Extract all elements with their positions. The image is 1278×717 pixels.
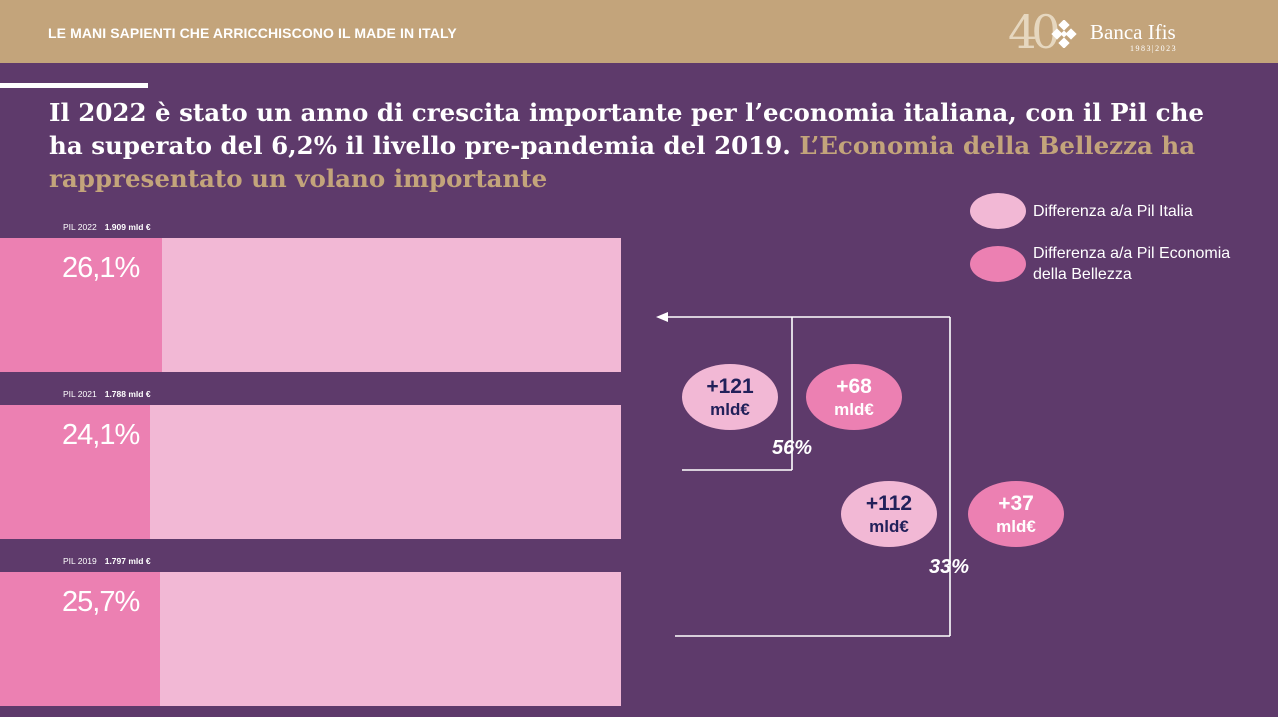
- bar-label: PIL 2019 1.797 mld €: [63, 556, 151, 566]
- bar-year-label: PIL 2022: [63, 222, 97, 232]
- top-bar: LE MANI SAPIENTI CHE ARRICCHISCONO IL MA…: [0, 0, 1278, 63]
- diamond-logo-icon: [1051, 20, 1077, 48]
- headline: Il 2022 è stato un anno di crescita impo…: [49, 96, 1229, 195]
- bar-track: 26,1%: [0, 238, 621, 372]
- legend-swatch-light: [970, 193, 1026, 229]
- bar-label: PIL 2022 1.909 mld €: [63, 222, 151, 232]
- legend-swatch-dark: [970, 246, 1026, 282]
- banca-ifis-logo: 40 Banca Ifis 1983|2023: [1008, 6, 1198, 58]
- bar-share-fill: [0, 572, 160, 706]
- share-label-2021: 33%: [929, 556, 970, 578]
- bar-pil-value: 1.909 mld €: [104, 222, 151, 232]
- bar-year-label: PIL 2021: [63, 389, 97, 399]
- bubble-unit: mld€: [710, 399, 750, 419]
- bubble-value: +37: [998, 491, 1034, 515]
- bubble-pil-italia-2021: +112 mld€: [841, 481, 937, 547]
- bubble-value: +121: [706, 374, 754, 398]
- bubble-unit: mld€: [834, 399, 874, 419]
- logo-years: 1983|2023: [1130, 44, 1178, 53]
- bar-label: PIL 2021 1.788 mld €: [63, 389, 151, 399]
- legend-label: Differenza a/a Pil Economia della Bellez…: [1033, 245, 1231, 283]
- bubble-value: +112: [865, 491, 913, 515]
- logo-brand: Banca Ifis: [1090, 20, 1176, 44]
- bubble-bellezza-2022: +68 mld€: [806, 364, 902, 430]
- headline-gold: L’Economia della Bellezza ha rappresenta…: [49, 131, 1196, 193]
- bar-year-label: PIL 2019: [63, 556, 97, 566]
- headline-white: Il 2022 è stato un anno di crescita impo…: [49, 98, 1204, 160]
- bar-share-label: 24,1%: [62, 419, 140, 451]
- bar-share-fill: [0, 238, 163, 372]
- bar-share-fill: [0, 405, 150, 539]
- bubble-unit: mld€: [869, 516, 909, 536]
- bar-share-label: 25,7%: [62, 586, 140, 618]
- share-label-2022: 56%: [772, 437, 813, 459]
- logo-anniversary-number: 40: [1008, 5, 1060, 59]
- bubble-value: +68: [836, 374, 872, 398]
- legend-label: Differenza a/a Pil Italia: [1033, 203, 1193, 220]
- bar-track: 25,7%: [0, 572, 621, 706]
- bar-share-label: 26,1%: [62, 252, 140, 284]
- bubble-bellezza-2021: +37 mld€: [968, 481, 1064, 547]
- section-title: LE MANI SAPIENTI CHE ARRICCHISCONO IL MA…: [48, 25, 457, 41]
- bar-pil-value: 1.797 mld €: [104, 556, 151, 566]
- arrow-head-icon: [656, 312, 668, 322]
- accent-line: [0, 83, 148, 88]
- bar-track: 24,1%: [0, 405, 621, 539]
- bubble-pil-italia-2022: +121 mld€: [682, 364, 778, 430]
- bar-pil-value: 1.788 mld €: [104, 389, 151, 399]
- bubble-unit: mld€: [996, 516, 1036, 536]
